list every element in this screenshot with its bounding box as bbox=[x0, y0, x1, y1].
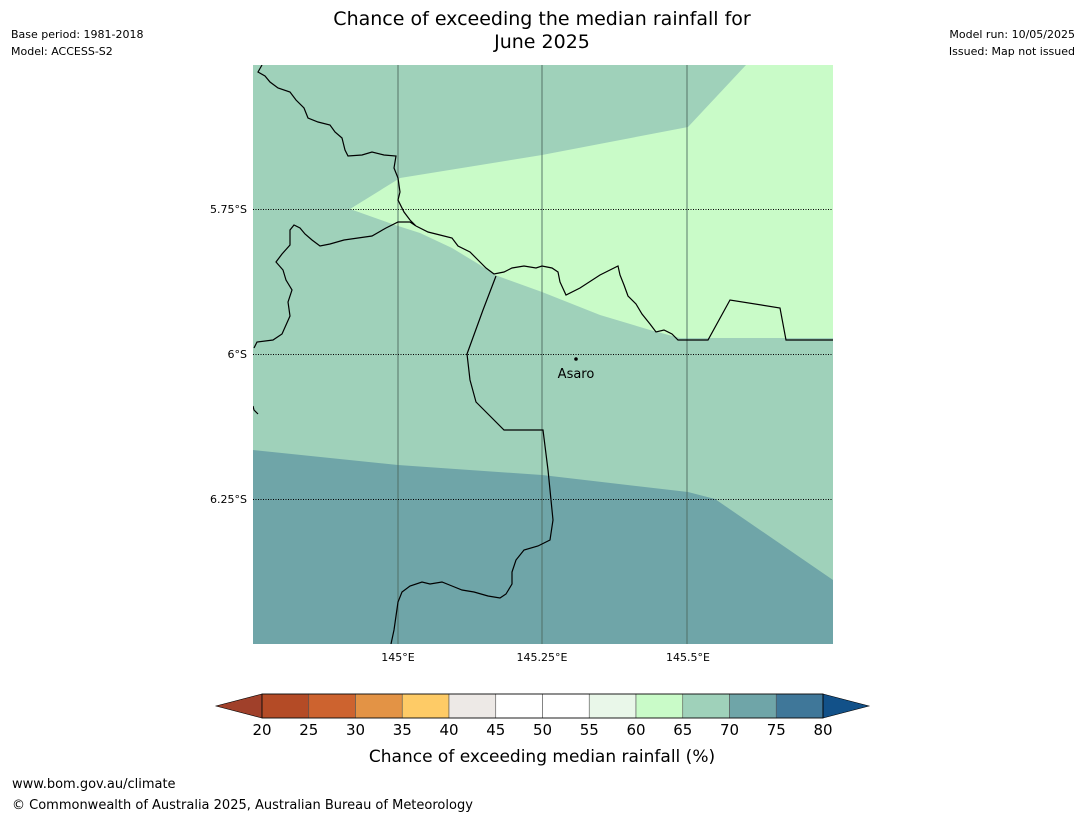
colorbar-bin-55-60 bbox=[588, 693, 637, 719]
colorbar-bin-45-50 bbox=[495, 693, 543, 719]
colorbar-bin-75-80 bbox=[775, 693, 824, 719]
region-60-65 bbox=[350, 65, 833, 338]
colorbar-bin-20-25 bbox=[261, 693, 310, 719]
colorbar-tick-label: 75 bbox=[767, 721, 786, 739]
colorbar-tick-label: 20 bbox=[252, 721, 271, 739]
lon-label-145: 145°E bbox=[381, 651, 414, 664]
map-title: Chance of exceeding the median rainfall … bbox=[242, 8, 842, 54]
boundary-south bbox=[390, 275, 554, 644]
issued-text: Issued: Map not issued bbox=[948, 45, 1075, 58]
colorbar-bin-65-70 bbox=[682, 693, 730, 719]
colorbar-bin-35-40 bbox=[401, 693, 450, 719]
model-run-text: Model run: 10/05/2025 bbox=[949, 28, 1075, 41]
colorbar-extend-low bbox=[214, 693, 263, 719]
colorbar-bin-60-65 bbox=[635, 693, 684, 719]
boundary-central bbox=[415, 225, 833, 341]
colorbar-bin-70-75 bbox=[729, 693, 777, 719]
title-line-2: June 2025 bbox=[494, 31, 590, 53]
colorbar-extend-high bbox=[822, 693, 871, 719]
colorbar-tick-label: 80 bbox=[813, 721, 832, 739]
meta-left: Base period: 1981-2018 Model: ACCESS-S2 bbox=[11, 26, 143, 60]
footer: www.bom.gov.au/climate © Commonwealth of… bbox=[12, 774, 473, 816]
province-boundaries bbox=[253, 65, 833, 644]
colorbar-tick-label: 25 bbox=[299, 721, 318, 739]
colorbar-bin-50-55 bbox=[542, 693, 590, 719]
colorbar-tick-label: 55 bbox=[580, 721, 599, 739]
boundary-west-stub bbox=[253, 405, 259, 415]
lat-label-5-75: 5.75°S bbox=[210, 203, 247, 216]
colorbar-ticks: 20 25 30 35 40 45 50 55 60 65 70 75 80 bbox=[252, 721, 832, 739]
lon-label-145-5: 145.5°E bbox=[666, 651, 710, 664]
colorbar-bin-25-30 bbox=[308, 693, 356, 719]
title-line-1: Chance of exceeding the median rainfall … bbox=[333, 8, 751, 30]
model-text: Model: ACCESS-S2 bbox=[11, 45, 113, 58]
colorbar-tick-label: 65 bbox=[673, 721, 692, 739]
boundary-north bbox=[253, 65, 417, 349]
footer-copyright: © Commonwealth of Australia 2025, Austra… bbox=[12, 798, 473, 813]
colorbar-tick-label: 40 bbox=[439, 721, 458, 739]
colorbar-tick-label: 45 bbox=[486, 721, 505, 739]
colorbar-tick-label: 50 bbox=[533, 721, 552, 739]
colorbar-tick-label: 30 bbox=[346, 721, 365, 739]
map-area: Asaro bbox=[253, 65, 833, 644]
base-period-text: Base period: 1981-2018 bbox=[11, 28, 144, 41]
colorbar bbox=[214, 693, 871, 719]
town-marker bbox=[574, 357, 578, 361]
colorbar-tick-label: 70 bbox=[720, 721, 739, 739]
lat-label-6: 6°S bbox=[228, 348, 247, 361]
town-label: Asaro bbox=[558, 367, 595, 382]
lon-label-145-25: 145.25°E bbox=[517, 651, 568, 664]
colorbar-label: Chance of exceeding median rainfall (%) bbox=[369, 747, 715, 767]
meta-right: Model run: 10/05/2025 Issued: Map not is… bbox=[949, 26, 1075, 60]
colorbar-bin-40-45 bbox=[448, 693, 497, 719]
colorbar-bin-30-35 bbox=[355, 693, 403, 719]
colorbar-tick-label: 60 bbox=[626, 721, 645, 739]
colorbar-outline bbox=[261, 693, 824, 719]
parallels bbox=[253, 209, 833, 500]
colorbar-tick-label: 35 bbox=[393, 721, 412, 739]
axis-labels: 5.75°S 6°S 6.25°S 145°E 145.25°E 145.5°E bbox=[210, 203, 710, 664]
lat-label-6-25: 6.25°S bbox=[210, 493, 247, 506]
footer-url: www.bom.gov.au/climate bbox=[12, 777, 176, 792]
